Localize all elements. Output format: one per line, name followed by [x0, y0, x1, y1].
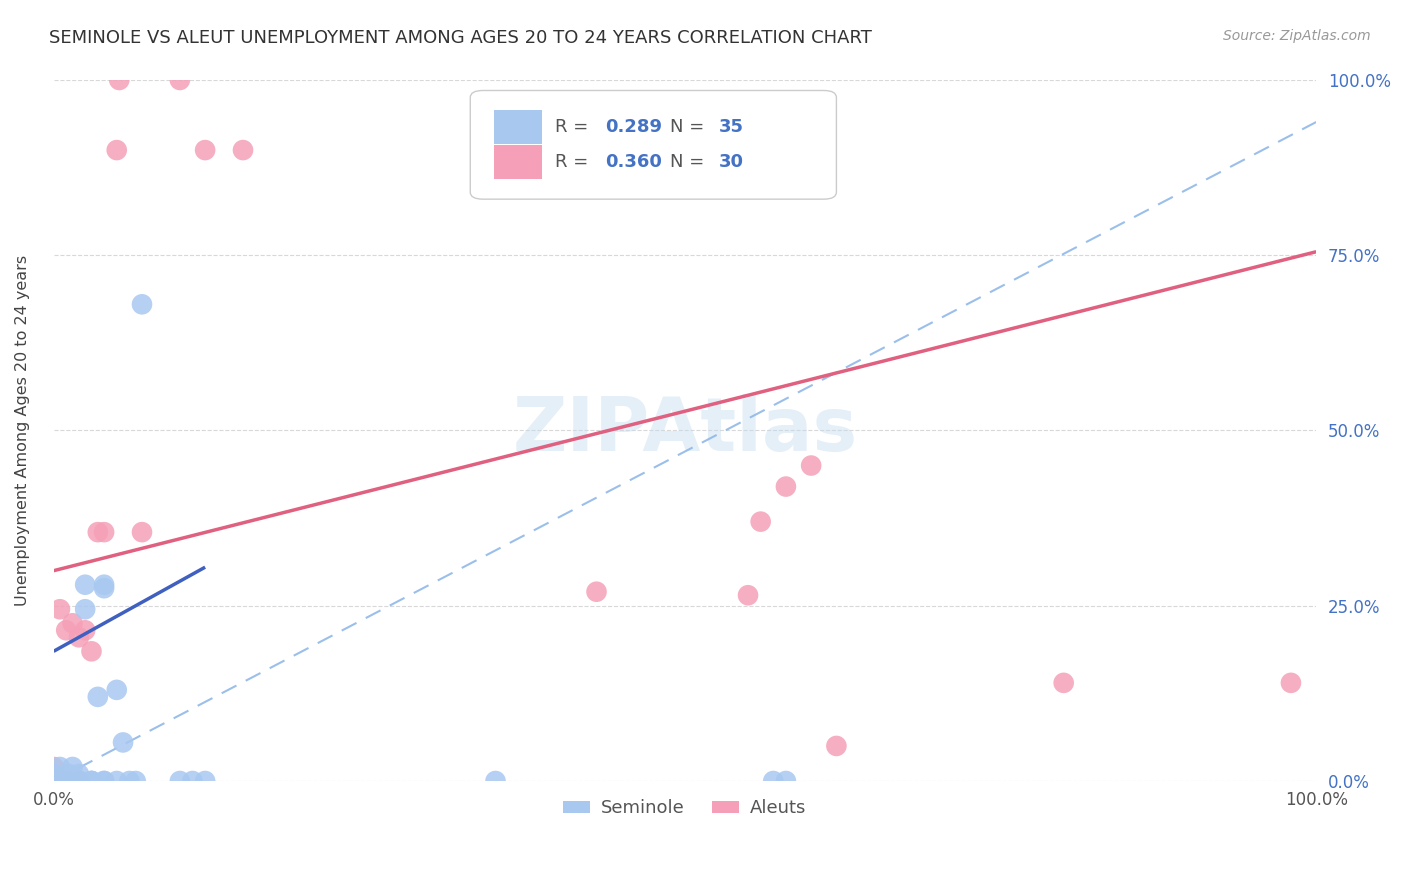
Point — [800, 458, 823, 473]
Point — [87, 525, 110, 540]
Point — [169, 73, 191, 87]
Point — [42, 774, 65, 789]
Point — [93, 774, 115, 789]
Point — [93, 525, 115, 540]
Text: N =: N = — [669, 118, 710, 136]
Point — [87, 690, 110, 704]
Text: R =: R = — [555, 153, 593, 171]
Point — [749, 515, 772, 529]
Point — [62, 616, 84, 631]
Text: R =: R = — [555, 118, 593, 136]
Point — [75, 624, 97, 638]
Point — [49, 602, 72, 616]
Text: ZIPAtlas: ZIPAtlas — [512, 394, 858, 467]
Point — [118, 774, 141, 789]
Point — [737, 588, 759, 602]
Text: 0.360: 0.360 — [606, 153, 662, 171]
Point — [105, 774, 128, 789]
Point — [55, 774, 77, 789]
Point — [181, 774, 204, 789]
Point — [42, 760, 65, 774]
Point — [825, 739, 848, 753]
Point — [42, 774, 65, 789]
Text: 30: 30 — [718, 153, 744, 171]
Y-axis label: Unemployment Among Ages 20 to 24 years: Unemployment Among Ages 20 to 24 years — [15, 255, 30, 606]
Point — [1053, 676, 1076, 690]
Point — [49, 760, 72, 774]
Point — [93, 774, 115, 789]
Point — [80, 774, 103, 789]
Point — [67, 630, 90, 644]
Point — [1279, 676, 1302, 690]
FancyBboxPatch shape — [495, 110, 543, 144]
Point — [80, 644, 103, 658]
Point — [232, 143, 254, 157]
Point — [93, 581, 115, 595]
Text: Source: ZipAtlas.com: Source: ZipAtlas.com — [1223, 29, 1371, 43]
Point — [55, 774, 77, 789]
Point — [75, 578, 97, 592]
Point — [125, 774, 148, 789]
Point — [131, 525, 153, 540]
Point — [105, 682, 128, 697]
Point — [131, 297, 153, 311]
Point — [775, 479, 797, 493]
Point — [42, 767, 65, 781]
Point — [55, 774, 77, 789]
Point — [194, 774, 217, 789]
Point — [67, 774, 90, 789]
Point — [108, 73, 131, 87]
Point — [775, 774, 797, 789]
Point — [80, 774, 103, 789]
Point — [67, 774, 90, 789]
Point — [112, 735, 135, 749]
Point — [42, 771, 65, 785]
Point — [58, 767, 80, 781]
Point — [67, 767, 90, 781]
Text: 35: 35 — [718, 118, 744, 136]
Point — [75, 602, 97, 616]
Point — [62, 760, 84, 774]
Point — [169, 774, 191, 789]
Point — [484, 774, 506, 789]
Point — [194, 143, 217, 157]
FancyBboxPatch shape — [470, 90, 837, 199]
Text: SEMINOLE VS ALEUT UNEMPLOYMENT AMONG AGES 20 TO 24 YEARS CORRELATION CHART: SEMINOLE VS ALEUT UNEMPLOYMENT AMONG AGE… — [49, 29, 872, 46]
Point — [55, 624, 77, 638]
Point — [42, 774, 65, 789]
Text: N =: N = — [669, 153, 710, 171]
Text: 0.289: 0.289 — [606, 118, 662, 136]
Point — [42, 771, 65, 785]
Point — [80, 774, 103, 789]
Point — [67, 774, 90, 789]
Legend: Seminole, Aleuts: Seminole, Aleuts — [557, 792, 814, 824]
Point — [105, 143, 128, 157]
Point — [93, 578, 115, 592]
FancyBboxPatch shape — [495, 145, 543, 178]
Point — [55, 774, 77, 789]
Point — [42, 774, 65, 789]
Point — [762, 774, 785, 789]
Point — [67, 774, 90, 789]
Point — [55, 771, 77, 785]
Point — [585, 584, 607, 599]
